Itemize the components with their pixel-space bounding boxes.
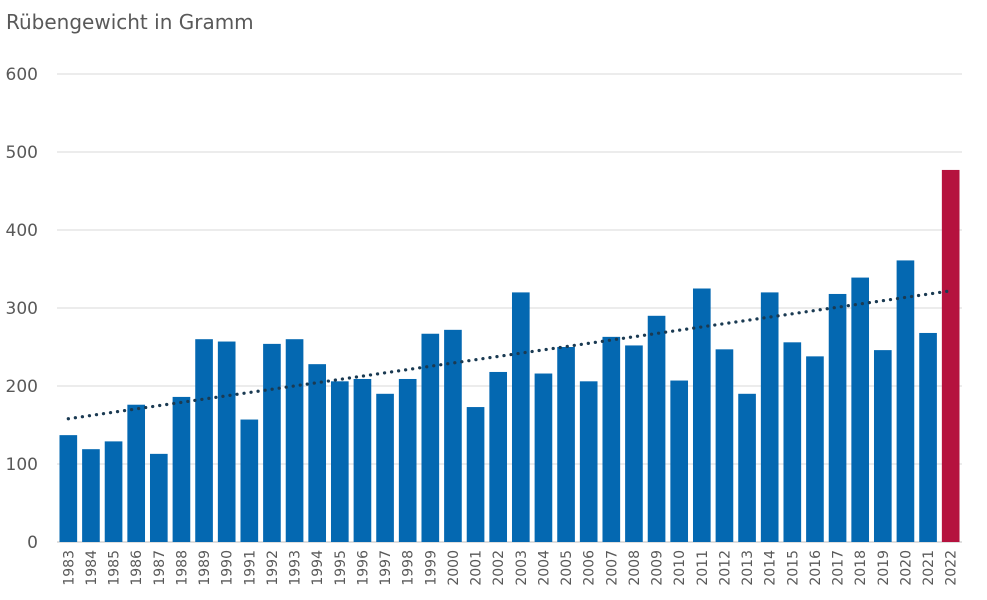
y-tick-label: 500 <box>6 143 38 163</box>
x-tick-label: 1995 <box>333 550 349 586</box>
bar <box>783 342 802 542</box>
bar <box>489 371 508 542</box>
bar <box>738 393 756 542</box>
x-tick-label: 2001 <box>469 550 485 586</box>
x-tick-label: 2022 <box>944 550 960 586</box>
bar <box>670 380 689 542</box>
bar <box>896 260 915 542</box>
bar <box>579 381 598 542</box>
x-tick-label: 1997 <box>378 550 394 586</box>
x-tick-label: 2011 <box>695 550 711 586</box>
x-tick-label: 1988 <box>174 550 190 586</box>
bar <box>421 333 440 542</box>
bar <box>692 288 711 542</box>
bar <box>285 339 304 542</box>
bar <box>353 378 372 542</box>
x-tick-label: 2018 <box>853 550 869 586</box>
bar <box>59 435 78 542</box>
x-tick-label: 2016 <box>808 550 824 586</box>
bar <box>82 449 100 542</box>
bar <box>149 453 168 542</box>
x-tick-label: 2000 <box>446 550 462 586</box>
bar <box>263 343 281 542</box>
x-tick-label: 1992 <box>265 550 281 586</box>
y-tick-label: 100 <box>6 455 38 475</box>
x-axis-ticks: 1983 1984 1985 1986 1987 1988 1989 1990 1991 1992… <box>61 550 959 586</box>
x-tick-label: 1984 <box>84 550 100 586</box>
bar <box>511 292 530 542</box>
x-tick-label: 1998 <box>401 550 417 586</box>
bar <box>330 381 349 542</box>
bar <box>873 350 892 542</box>
bar <box>104 441 123 542</box>
x-tick-label: 2020 <box>898 550 914 586</box>
x-tick-label: 1994 <box>310 550 326 586</box>
y-tick-label: 400 <box>6 221 38 241</box>
x-tick-label: 1993 <box>288 550 304 586</box>
x-tick-label: 2007 <box>604 550 620 586</box>
bar <box>534 373 553 542</box>
bar <box>806 356 824 542</box>
chart-title: Rübengewicht in Gramm <box>6 10 254 34</box>
x-tick-label: 2015 <box>785 550 801 586</box>
x-tick-label: 1990 <box>220 550 236 586</box>
x-tick-label: 1983 <box>61 550 77 586</box>
x-tick-label: 2003 <box>514 550 530 586</box>
x-tick-label: 1985 <box>107 550 123 586</box>
bar <box>466 407 485 542</box>
bar <box>172 396 191 542</box>
x-tick-label: 2021 <box>921 550 937 586</box>
y-tick-label: 300 <box>6 299 38 319</box>
trendline <box>66 289 953 421</box>
x-tick-label: 1996 <box>355 550 371 586</box>
x-tick-label: 2013 <box>740 550 756 586</box>
bar <box>760 292 779 542</box>
bar <box>557 347 575 542</box>
bar <box>398 378 417 542</box>
x-tick-label: 2010 <box>672 550 688 586</box>
bar <box>240 419 259 542</box>
bar <box>376 393 394 542</box>
bar <box>828 293 847 542</box>
x-tick-label: 1999 <box>423 550 439 586</box>
x-tick-label: 1991 <box>242 550 258 586</box>
y-tick-label: 0 <box>27 533 38 553</box>
x-tick-label: 2019 <box>876 550 892 586</box>
bar <box>625 345 643 542</box>
x-tick-label: 2004 <box>536 550 552 586</box>
x-tick-label: 2002 <box>491 550 507 586</box>
bar <box>127 404 146 542</box>
bar <box>647 315 666 542</box>
bar <box>217 341 236 542</box>
bar <box>941 169 960 542</box>
bar <box>715 349 734 542</box>
y-axis-ticks: 0 100 200 300 400 500 600 <box>6 65 38 553</box>
y-tick-label: 600 <box>6 65 38 85</box>
bar <box>444 329 462 542</box>
x-tick-label: 2005 <box>559 550 575 586</box>
bar <box>308 364 327 542</box>
bar <box>919 332 937 542</box>
bar <box>195 339 213 542</box>
x-tick-label: 2014 <box>763 550 779 586</box>
x-tick-label: 2017 <box>831 550 847 586</box>
trendline-group <box>66 289 953 421</box>
x-tick-label: 2006 <box>582 550 598 586</box>
bar <box>851 277 870 542</box>
x-tick-label: 1986 <box>129 550 145 586</box>
y-tick-label: 200 <box>6 377 38 397</box>
x-tick-label: 1989 <box>197 550 213 586</box>
x-tick-label: 2012 <box>717 550 733 586</box>
x-tick-label: 2008 <box>627 550 643 586</box>
bars <box>59 169 960 542</box>
bar <box>602 336 621 542</box>
x-tick-label: 1987 <box>152 550 168 586</box>
x-tick-label: 2009 <box>650 550 666 586</box>
